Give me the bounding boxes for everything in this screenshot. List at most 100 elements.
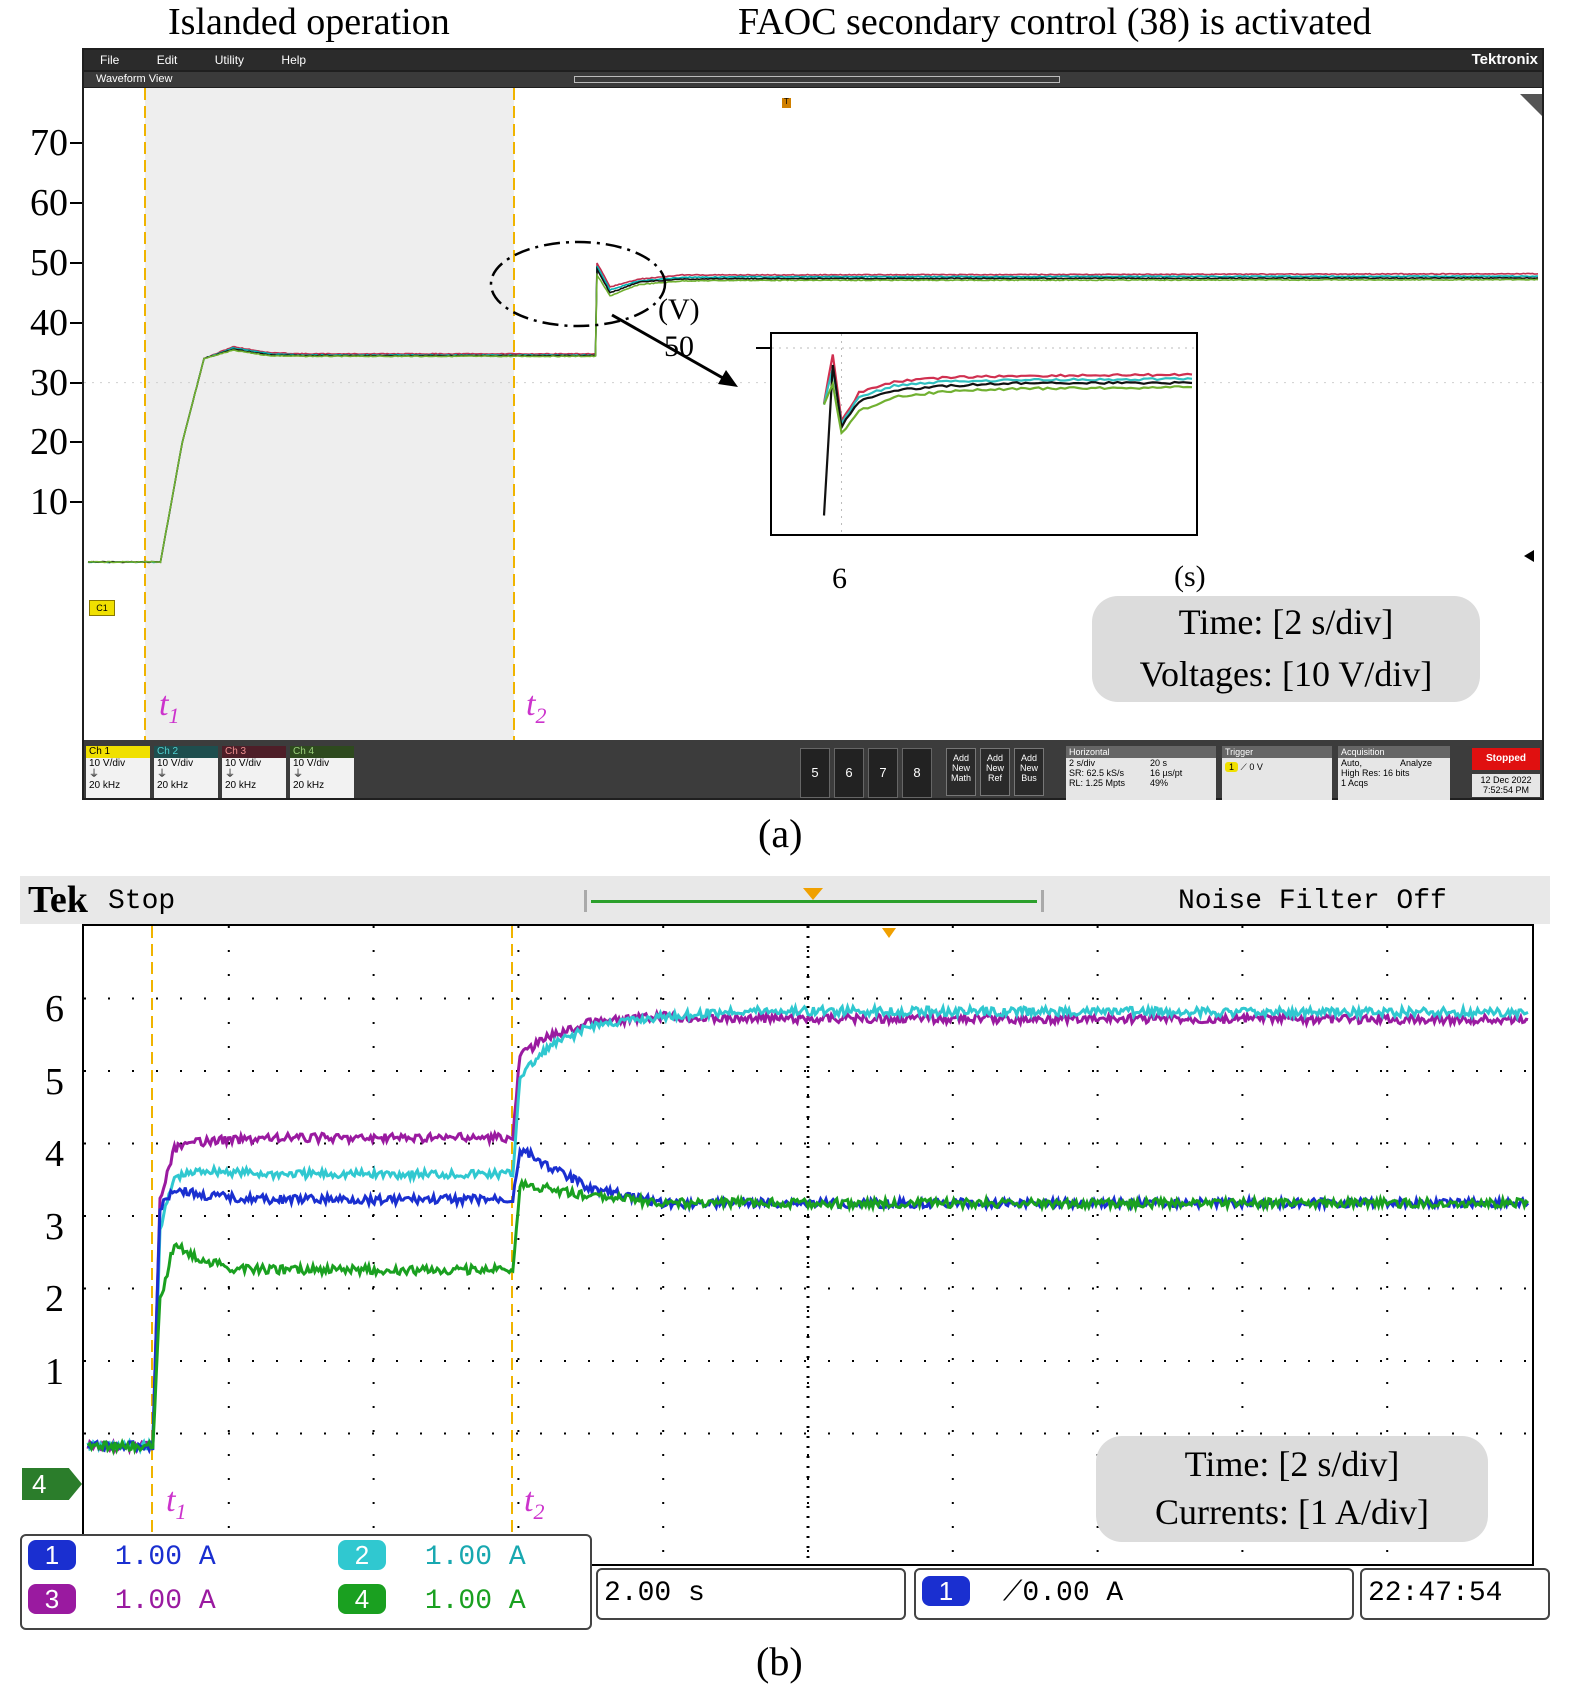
tektronix-logo: Tektronix	[1471, 51, 1538, 68]
ch3-chip: 3	[28, 1584, 76, 1614]
ytick-b-2: 2	[45, 1278, 64, 1320]
ch2-legend[interactable]: 2 1.00 A	[338, 1540, 526, 1573]
ch3-legend[interactable]: 3 1.00 A	[28, 1584, 216, 1617]
horizontal-position: 49%	[1150, 778, 1169, 788]
ch2-bw: 20 kHz	[157, 780, 189, 791]
ref-5-button[interactable]: 5	[800, 748, 830, 798]
ch1-legend[interactable]: 1 1.00 A	[28, 1540, 216, 1573]
menu-utility[interactable]: Utility	[214, 53, 245, 67]
acquisition-settings[interactable]: Acquisition Auto, Analyze High Res: 16 bi…	[1338, 746, 1450, 800]
date-time: 12 Dec 2022 7:52:54 PM	[1472, 774, 1540, 797]
scope-b-header: Tek Stop Noise Filter Off	[20, 876, 1550, 924]
inset-xtick-6: 6	[832, 562, 847, 595]
ch1-chip: 1	[28, 1540, 76, 1570]
ch4-settings[interactable]: Ch 4 10 V/div ⏚ 20 kHz	[290, 746, 354, 798]
horizontal-duration: 20 s	[1150, 758, 1168, 768]
ch3-scale: 10 V/div	[225, 758, 262, 769]
ch1-marker[interactable]: C1	[89, 600, 115, 616]
annotation-b: Time: [2 s/div] Currents: [1 A/div]	[1096, 1436, 1488, 1542]
menu-file[interactable]: File	[100, 53, 120, 67]
ytick-b-5: 5	[45, 1060, 64, 1103]
ch1-header: Ch 1	[86, 746, 150, 758]
acquisition-resolution: High Res: 16 bits	[1341, 768, 1410, 778]
ch1-coupling-icon: ⏚	[89, 769, 99, 780]
timebase-readout[interactable]: 2.00 s	[596, 1568, 906, 1620]
ch3-settings[interactable]: Ch 3 10 V/div ⏚ 20 kHz	[222, 746, 286, 798]
annotation-a-time: Time: [2 s/div]	[1178, 602, 1394, 642]
menu-help[interactable]: Help	[281, 53, 307, 67]
trigger-ch-chip: 1	[922, 1576, 970, 1606]
menu-edit[interactable]: Edit	[156, 53, 178, 67]
waveform-area[interactable]: T C1 (V) 50 6 (s) Time: [2 s/div] Voltag…	[84, 88, 1542, 740]
ch4-bw: 20 kHz	[293, 780, 325, 791]
corner-handle	[1520, 94, 1542, 116]
annotation-a: Time: [2 s/div] Voltages: [10 V/div]	[1092, 596, 1480, 702]
time-display: 7:52:54 PM	[1482, 785, 1530, 795]
ch4-legend[interactable]: 4 1.00 A	[338, 1584, 526, 1617]
ref-7-button[interactable]: 7	[868, 748, 898, 798]
record-position-bar[interactable]	[584, 888, 1044, 912]
ytick-a-50: 50	[30, 242, 68, 284]
scope-a-status-bar: Ch 1 10 V/div ⏚ 20 kHz Ch 2 10 V/div ⏚ 20 kHz …	[84, 740, 1542, 800]
ch4-scale-b: 1.00 A	[424, 1586, 526, 1617]
trigger-header: Trigger	[1222, 746, 1332, 758]
stopped-button[interactable]: Stopped	[1472, 748, 1540, 770]
record-view-bar[interactable]	[574, 76, 1060, 83]
t2-label-b: t2	[524, 1482, 545, 1524]
inset-trace-4	[822, 380, 1193, 436]
ch1-settings[interactable]: Ch 1 10 V/div ⏚ 20 kHz	[86, 746, 150, 798]
t1-label-b: t1	[166, 1482, 187, 1524]
horizontal-record-length: RL: 1.25 Mpts	[1069, 778, 1126, 788]
ytick-a-60: 60	[30, 182, 68, 225]
ch4-ground-marker[interactable]: 4	[22, 1468, 82, 1500]
ytick-b-4: 4	[45, 1133, 64, 1175]
ref-6-button[interactable]: 6	[834, 748, 864, 798]
inset-ytick-50: 50	[664, 330, 694, 363]
ytick-a-40: 40	[30, 301, 68, 344]
trigger-readout[interactable]: 1 ⟋0.00 A	[914, 1568, 1354, 1620]
trigger-level: 0 V	[1249, 762, 1263, 772]
panel-b-trace-1	[87, 1145, 1530, 1455]
ytick-b-3: 3	[45, 1205, 64, 1248]
ch1-scale-b: 1.00 A	[114, 1542, 216, 1573]
ch4-chip: 4	[338, 1584, 386, 1614]
ch3-coupling-icon: ⏚	[225, 769, 235, 780]
t2-label-a: t2	[526, 686, 547, 728]
add-bus-button[interactable]: Add New Bus	[1014, 748, 1044, 796]
panel-label-a: (a)	[758, 811, 803, 856]
ytick-a-30: 30	[30, 361, 68, 404]
panel-a-series	[87, 262, 1539, 564]
date-display: 12 Dec 2022	[1480, 775, 1532, 785]
panel-a-trace-4	[88, 272, 1539, 564]
panel-a-plot	[84, 88, 1542, 740]
waveform-view-title: Waveform View	[96, 73, 173, 85]
ch1-scale: 10 V/div	[89, 758, 126, 769]
inset-box	[770, 332, 1198, 536]
ch2-header: Ch 2	[154, 746, 218, 758]
annotation-b-time: Time: [2 s/div]	[1184, 1444, 1400, 1484]
scope-b-graticule[interactable]: Time: [2 s/div] Currents: [1 A/div] t1 t…	[82, 924, 1534, 1566]
panel-b-plot	[84, 926, 1532, 1564]
horizontal-settings[interactable]: Horizontal 2 s/div 20 s SR: 62.5 kS/s 16 µ…	[1066, 746, 1216, 800]
inset-series	[822, 354, 1193, 516]
ch2-settings[interactable]: Ch 2 10 V/div ⏚ 20 kHz	[154, 746, 218, 798]
trigger-marker-icon	[782, 98, 791, 108]
trigger-settings[interactable]: Trigger 1 ⟋ 0 V	[1222, 746, 1332, 800]
add-ref-button[interactable]: Add New Ref	[980, 748, 1010, 796]
panel-b-trace-2	[86, 1001, 1529, 1455]
caption-faoc: FAOC secondary control (38) is activated	[738, 1, 1372, 43]
acquisition-mode: Auto,	[1341, 758, 1363, 768]
horizontal-scale: 2 s/div	[1069, 758, 1096, 768]
inset-plot	[772, 334, 1196, 534]
ref-8-button[interactable]: 8	[902, 748, 932, 798]
waveform-view-bar: Waveform View	[84, 72, 1542, 87]
inset-unit-x: (s)	[1174, 560, 1206, 593]
ch3-bw: 20 kHz	[225, 780, 257, 791]
add-math-button[interactable]: Add New Math	[946, 748, 976, 796]
inset-trace-1	[822, 354, 1193, 424]
horizontal-sample-rate: SR: 62.5 kS/s	[1069, 768, 1125, 778]
caption-islanded: Islanded operation	[168, 1, 450, 43]
clock-readout: 22:47:54	[1360, 1568, 1550, 1620]
zoom-arrow	[611, 313, 731, 384]
ch4-coupling-icon: ⏚	[293, 769, 303, 780]
